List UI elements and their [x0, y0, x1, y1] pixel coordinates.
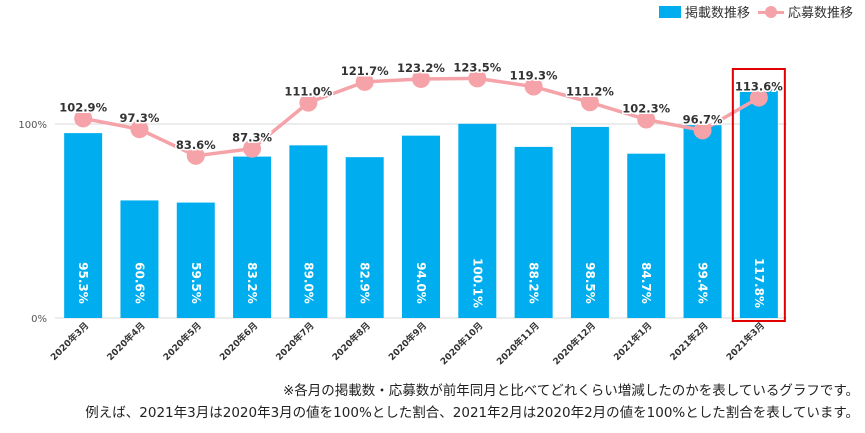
bar	[176, 202, 215, 318]
line-point	[74, 109, 93, 128]
bar-value-label: 117.8%	[752, 258, 766, 308]
chart-notes: ※各月の掲載数・応募数が前年同月と比べてどれくらい増減したのかを表しているグラフ…	[85, 380, 859, 424]
note-line-2: 例えば、2021年3月は2020年3月の値を100%とした割合、2021年2月は…	[85, 405, 859, 421]
line-point	[468, 69, 487, 88]
line-value-label: 119.3%	[510, 69, 558, 83]
bar-value-label: 98.5%	[583, 262, 597, 304]
line-value-label: 111.0%	[284, 85, 332, 99]
bar-value-label: 100.1%	[470, 258, 484, 308]
x-tick-label: 2020年11月	[494, 320, 542, 368]
line-point	[355, 72, 374, 91]
x-tick-label: 2021年1月	[611, 320, 654, 363]
note-line-1: ※各月の掲載数・応募数が前年同月と比べてどれくらい増減したのかを表しているグラフ…	[282, 383, 859, 399]
line-value-label: 102.9%	[59, 100, 107, 114]
bar	[289, 145, 328, 318]
legend-item-line[interactable]: 応募数推移	[757, 2, 853, 21]
bar-value-label: 83.2%	[245, 262, 259, 304]
x-tick-label: 2020年8月	[329, 320, 372, 363]
line-value-label: 83.6%	[176, 138, 216, 152]
bar-value-label: 88.2%	[527, 262, 541, 304]
x-tick-label: 2020年7月	[273, 320, 316, 363]
x-tick-label: 2020年9月	[386, 320, 429, 363]
line-point	[186, 146, 205, 165]
line-point	[243, 139, 262, 158]
legend-item-bar[interactable]: 掲載数推移	[658, 2, 750, 21]
x-tick-label: 2021年2月	[667, 320, 710, 363]
bar-value-label: 82.9%	[358, 262, 372, 304]
bar-value-label: 60.6%	[132, 262, 146, 304]
x-tick-label: 2020年4月	[104, 320, 147, 363]
line-point	[693, 121, 712, 140]
x-tick-label: 2020年5月	[161, 320, 204, 363]
bar-value-label: 99.4%	[696, 262, 710, 304]
x-tick-label: 2020年3月	[48, 320, 91, 363]
y-tick-label: 100%	[18, 120, 47, 131]
bar	[514, 146, 553, 318]
x-tick-label: 2020年10月	[438, 320, 486, 368]
line-point	[412, 69, 430, 88]
line-value-label: 102.3%	[622, 102, 670, 116]
line-value-label: 97.3%	[120, 111, 160, 125]
line-point	[524, 77, 543, 96]
line-point	[130, 120, 149, 139]
line-value-label: 96.7%	[683, 112, 723, 126]
bar	[627, 153, 666, 318]
line-point	[637, 110, 656, 129]
line-point	[299, 93, 318, 112]
legend: 掲載数推移 応募数推移	[658, 2, 853, 21]
x-tick-label: 2020年6月	[217, 320, 260, 363]
y-tick-label: 0%	[31, 314, 47, 325]
bar-value-label: 89.0%	[301, 262, 315, 304]
line-value-label: 123.5%	[453, 60, 501, 74]
bar	[739, 89, 778, 318]
bar-value-label: 94.0%	[414, 262, 428, 304]
bar	[458, 123, 497, 318]
bar	[120, 200, 159, 318]
bar	[64, 133, 103, 318]
bar	[570, 126, 609, 318]
line-value-label: 87.3%	[232, 131, 272, 145]
line-point	[580, 93, 599, 112]
line-swatch-icon	[757, 5, 784, 18]
highlight-box	[731, 68, 786, 322]
bar-value-label: 59.5%	[189, 262, 203, 304]
line-value-label: 113.6%	[735, 80, 783, 94]
line-value-label: 121.7%	[341, 64, 389, 78]
bar	[345, 157, 384, 318]
line-value-label: 111.2%	[566, 84, 614, 98]
line-value-label: 123.2%	[397, 61, 445, 75]
line-point	[749, 88, 768, 107]
bar	[233, 156, 272, 318]
legend-line-label: 応募数推移	[787, 6, 853, 21]
bar	[402, 135, 440, 318]
bar-value-label: 95.3%	[76, 262, 90, 304]
x-tick-label: 2021年3月	[724, 320, 767, 363]
bar-swatch-icon	[658, 5, 681, 18]
legend-bar-label: 掲載数推移	[684, 6, 750, 21]
x-tick-label: 2020年12月	[550, 320, 598, 368]
bar-value-label: 84.7%	[639, 262, 653, 304]
bar	[683, 125, 722, 318]
